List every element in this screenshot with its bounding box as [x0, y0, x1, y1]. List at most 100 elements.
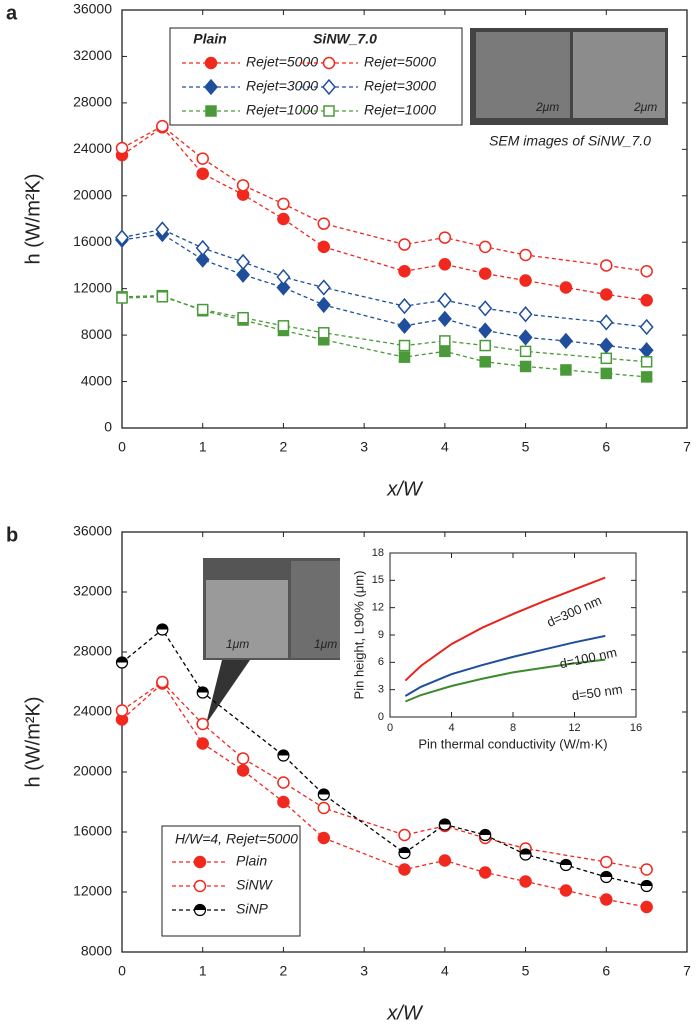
- marker: [193, 879, 207, 893]
- legend-label: SiNP: [236, 901, 269, 917]
- callout: [206, 660, 250, 724]
- marker: [195, 239, 210, 257]
- marker: [156, 675, 169, 689]
- x-axis-title: x/W: [386, 1002, 424, 1024]
- marker: [599, 337, 614, 354]
- marker: [478, 322, 493, 339]
- marker: [277, 795, 290, 809]
- legend-title: H/W=4, Rejet=5000: [175, 831, 298, 847]
- series-line: [121, 228, 647, 328]
- marker: [438, 854, 452, 867]
- marker: [196, 152, 209, 165]
- marker: [316, 296, 331, 314]
- y-tick-label: 28000: [73, 94, 112, 110]
- marker: [519, 875, 532, 888]
- marker: [560, 364, 572, 376]
- y-tick-label: 20000: [73, 763, 112, 779]
- y-tick-label: 12000: [73, 883, 112, 899]
- legend-label: Rejet=5000: [246, 54, 318, 70]
- marker: [600, 259, 613, 272]
- x-tick-label: 7: [683, 439, 691, 455]
- legend-label: Plain: [236, 853, 267, 869]
- marker-half: [399, 847, 410, 853]
- y-tick-label: 16000: [73, 233, 112, 249]
- marker: [317, 240, 331, 254]
- marker: [559, 281, 573, 294]
- marker: [276, 268, 291, 286]
- series-line: [121, 681, 647, 871]
- legend-label: Rejet=1000: [246, 102, 318, 118]
- marker: [155, 221, 170, 238]
- marker: [236, 253, 251, 271]
- x-tick-label: 2: [280, 439, 288, 455]
- marker: [397, 297, 412, 315]
- marker: [478, 267, 492, 280]
- marker-half: [600, 871, 612, 877]
- marker: [316, 279, 331, 296]
- marker: [639, 318, 654, 336]
- x-tick-label: 1: [199, 439, 207, 455]
- marker: [156, 291, 169, 303]
- x-tick-label: 3: [360, 439, 368, 455]
- marker: [397, 317, 412, 334]
- marker: [438, 231, 452, 244]
- marker: [478, 300, 493, 317]
- annotation: 1μm: [226, 637, 249, 651]
- marker: [277, 776, 290, 789]
- marker: [599, 314, 614, 331]
- series-label: d=50 nm: [571, 681, 624, 703]
- x-tick-label: 1: [199, 963, 207, 979]
- y-tick-label: 8000: [81, 943, 112, 959]
- marker: [519, 360, 532, 373]
- annotation: 1μm: [314, 637, 337, 651]
- annotation: SEM images of SiNW_7.0: [489, 133, 651, 149]
- y-tick-label: 8000: [81, 326, 112, 342]
- panel-label: a: [6, 2, 18, 24]
- y-tick-label: 36000: [73, 1, 112, 17]
- marker: [640, 356, 653, 368]
- marker: [640, 863, 653, 876]
- marker: [398, 339, 411, 352]
- marker: [277, 212, 290, 226]
- marker-half: [479, 829, 491, 835]
- marker: [600, 855, 613, 869]
- marker: [317, 217, 331, 230]
- marker: [116, 292, 128, 304]
- marker: [600, 893, 613, 906]
- marker: [322, 56, 336, 70]
- marker: [115, 229, 129, 246]
- marker-half: [197, 687, 209, 693]
- marker: [519, 248, 532, 262]
- marker: [115, 704, 129, 717]
- marker-half: [277, 750, 289, 756]
- marker: [196, 167, 209, 180]
- marker: [193, 855, 207, 869]
- marker: [639, 342, 654, 359]
- annotation: 2μm: [535, 100, 559, 114]
- x-tick-label: 12: [568, 722, 580, 734]
- y-tick-label: 0: [378, 711, 384, 723]
- marker: [277, 197, 290, 211]
- marker: [479, 356, 491, 368]
- x-tick-label: 5: [522, 439, 530, 455]
- x-tick-label: 6: [602, 963, 610, 979]
- marker: [115, 141, 129, 155]
- legend-label: Rejet=1000: [364, 102, 436, 118]
- y-tick-label: 36000: [73, 523, 112, 539]
- annotation: 2μm: [633, 100, 657, 114]
- marker: [558, 332, 573, 350]
- y-tick-label: 6: [378, 656, 384, 668]
- marker: [277, 320, 290, 332]
- x-tick-label: 7: [683, 963, 691, 979]
- marker: [640, 900, 653, 914]
- y-tick-label: 32000: [73, 47, 112, 63]
- marker: [518, 329, 533, 346]
- marker: [276, 279, 291, 296]
- series-line: [404, 576, 606, 682]
- marker: [236, 266, 251, 283]
- y-tick-label: 9: [378, 629, 384, 641]
- plot-frame: [121, 9, 688, 429]
- marker: [196, 717, 209, 731]
- marker: [398, 265, 411, 278]
